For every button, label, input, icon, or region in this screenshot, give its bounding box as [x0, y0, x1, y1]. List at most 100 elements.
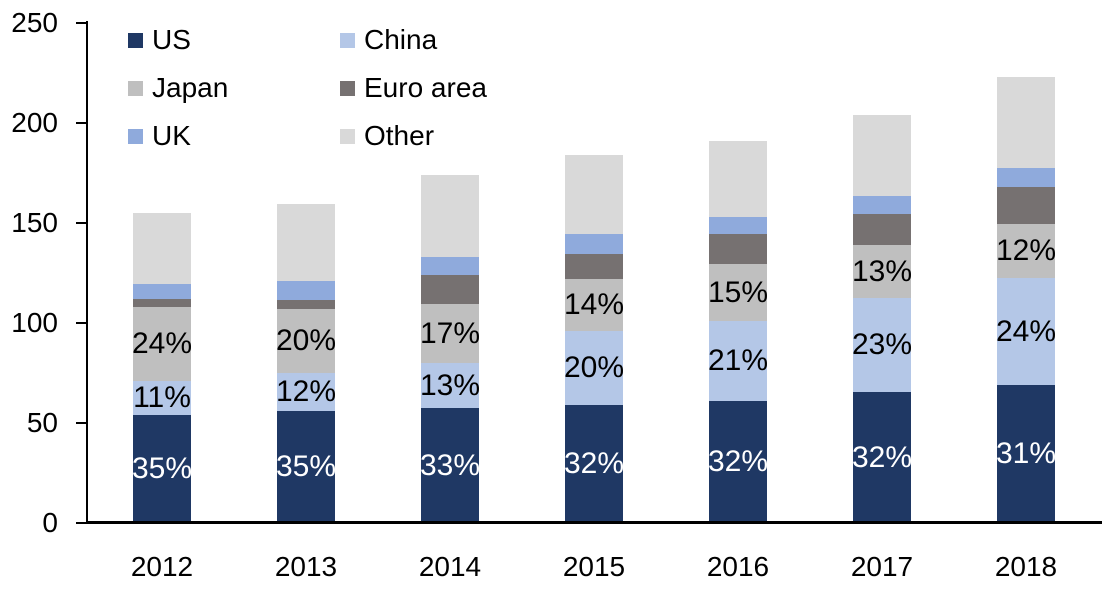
segment-label-us-2016: 32%: [707, 445, 769, 478]
x-axis-line: [86, 521, 1102, 524]
bar-segment-us-2014: [421, 408, 479, 523]
segment-label-us-2013: 35%: [275, 450, 337, 483]
legend-label-us: US: [152, 24, 191, 55]
bar-segment-japan-2014: [421, 304, 479, 363]
y-axis-tick-label-100: 100: [11, 307, 58, 338]
bar-segment-other-2017: [853, 115, 911, 196]
y-axis-tick-label-150: 150: [11, 207, 58, 238]
bar-segment-us-2016: [709, 401, 767, 523]
segment-label-japan-2016: 15%: [707, 275, 769, 309]
y-axis-tick-label-50: 50: [26, 407, 58, 438]
legend-label-other: Other: [364, 120, 435, 151]
bar-segment-euro-area-2014: [421, 275, 479, 304]
bar-segment-other-2015: [565, 155, 623, 234]
bar-segment-uk-2017: [853, 196, 911, 214]
bar-segment-china-2016: [709, 321, 767, 401]
y-axis-tick-mark: [76, 322, 88, 324]
segment-label-china-2013: 12%: [275, 375, 337, 408]
segment-label-us-2014: 33%: [419, 448, 481, 482]
legend-label-uk: UK: [152, 120, 191, 151]
legend-swatch-uk: [128, 128, 143, 144]
bar-segment-japan-2018: [997, 224, 1055, 278]
segment-label-us-2017: 32%: [851, 440, 913, 474]
bar-segment-japan-2013: [277, 309, 335, 373]
y-axis-line: [86, 21, 88, 523]
segment-label-japan-2015: 14%: [563, 288, 625, 321]
bar-segment-china-2014: [421, 363, 479, 408]
legend: US China Japan Euro area UK Other: [128, 16, 487, 160]
y-axis-tick-label-200: 200: [11, 107, 58, 138]
bar-segment-euro-area-2016: [709, 234, 767, 264]
x-axis-label-2016: 2016: [706, 551, 770, 582]
legend-swatch-us: [128, 32, 143, 48]
segment-label-china-2012: 11%: [133, 381, 191, 414]
y-axis-tick-mark: [76, 422, 88, 424]
bar-segment-uk-2015: [565, 234, 623, 254]
bar-segment-euro-area-2012: [133, 299, 191, 307]
segment-label-us-2012: 35%: [131, 452, 193, 485]
x-axis-label-2018: 2018: [994, 551, 1058, 582]
bar-segment-uk-2016: [709, 217, 767, 234]
legend-label-japan: Japan: [152, 72, 229, 103]
bar-segment-china-2012: [133, 381, 191, 415]
bar-segment-china-2017: [853, 298, 911, 392]
y-axis-tick-mark: [76, 522, 88, 524]
legend-item-uk: UK: [128, 120, 340, 152]
bar-segment-china-2018: [997, 278, 1055, 385]
bar-segment-japan-2017: [853, 245, 911, 298]
legend-label-euro-area: Euro area: [364, 72, 487, 103]
bar-segment-uk-2018: [997, 168, 1055, 187]
bar-segment-euro-area-2017: [853, 214, 911, 245]
legend-item-us: US: [128, 24, 340, 56]
legend-item-euro-area: Euro area: [340, 72, 487, 104]
bar-segment-euro-area-2015: [565, 254, 623, 279]
legend-item-other: Other: [340, 120, 487, 152]
segment-label-japan-2014: 17%: [419, 316, 481, 350]
legend-swatch-japan: [128, 80, 143, 96]
segment-label-us-2018: 31%: [995, 437, 1057, 470]
bar-segment-euro-area-2013: [277, 300, 335, 309]
segment-label-japan-2012: 24%: [131, 327, 193, 360]
bar-segment-other-2012: [133, 213, 191, 284]
legend-swatch-other: [340, 128, 355, 144]
bar-segment-other-2016: [709, 141, 767, 217]
bar-segment-china-2013: [277, 373, 335, 411]
bar-segment-us-2015: [565, 405, 623, 523]
segment-label-china-2014: 13%: [419, 368, 481, 402]
bar-segment-other-2014: [421, 175, 479, 257]
legend-item-china: China: [340, 24, 487, 56]
segment-label-japan-2017: 13%: [851, 254, 913, 288]
segment-label-japan-2018: 12%: [995, 234, 1057, 267]
y-axis-tick-mark: [76, 122, 88, 124]
bar-segment-japan-2015: [565, 279, 623, 331]
bar-segment-uk-2014: [421, 257, 479, 275]
bar-segment-uk-2012: [133, 284, 191, 299]
legend-item-japan: Japan: [128, 72, 340, 104]
legend-label-china: China: [364, 24, 438, 55]
legend-swatch-china: [340, 32, 355, 48]
y-axis-tick-label-0: 0: [42, 507, 58, 538]
segment-label-japan-2013: 20%: [275, 324, 337, 357]
x-axis-label-2012: 2012: [130, 551, 194, 582]
x-axis-label-2013: 2013: [274, 551, 338, 582]
bar-segment-us-2018: [997, 385, 1055, 523]
bar-segment-us-2013: [277, 411, 335, 523]
y-axis-tick-label-250: 250: [11, 7, 58, 38]
segment-label-china-2018: 24%: [995, 314, 1057, 348]
bar-segment-other-2013: [277, 204, 335, 281]
bar-segment-japan-2016: [709, 264, 767, 321]
legend-swatch-euro-area: [340, 80, 355, 96]
segment-label-us-2015: 32%: [563, 447, 625, 480]
bar-segment-uk-2013: [277, 281, 335, 300]
y-axis-tick-mark: [76, 22, 88, 24]
bar-segment-us-2017: [853, 392, 911, 523]
bar-segment-other-2018: [997, 77, 1055, 168]
segment-label-china-2015: 20%: [563, 351, 625, 384]
y-axis-tick-mark: [76, 222, 88, 224]
x-axis-label-2017: 2017: [850, 551, 914, 582]
bar-segment-euro-area-2018: [997, 187, 1055, 224]
bar-segment-china-2015: [565, 331, 623, 405]
bar-segment-us-2012: [133, 415, 191, 523]
segment-label-china-2017: 23%: [851, 328, 913, 361]
